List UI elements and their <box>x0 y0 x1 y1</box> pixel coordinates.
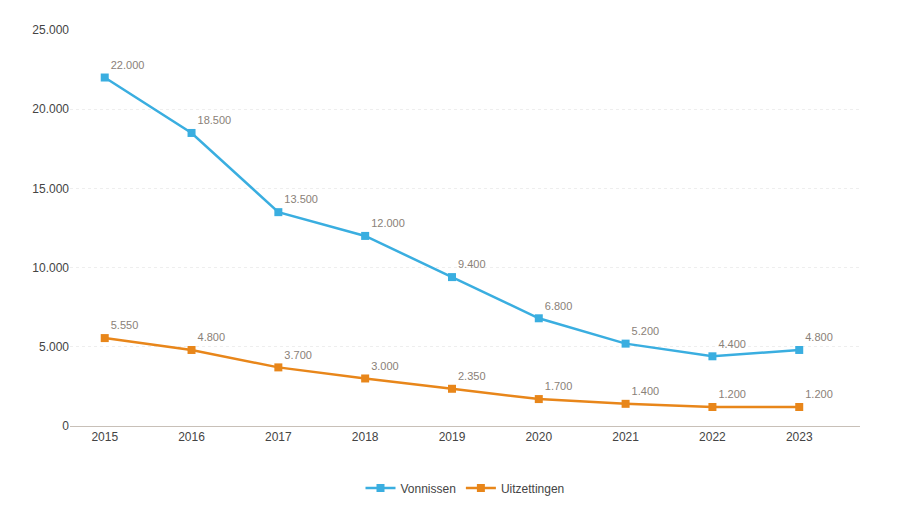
svg-text:2020: 2020 <box>525 430 552 444</box>
svg-text:5.200: 5.200 <box>632 325 660 337</box>
svg-text:1.700: 1.700 <box>545 380 573 392</box>
svg-text:2019: 2019 <box>439 430 466 444</box>
svg-text:3.000: 3.000 <box>371 360 399 372</box>
svg-text:10.000: 10.000 <box>32 261 69 275</box>
svg-text:6.800: 6.800 <box>545 300 573 312</box>
svg-text:4.800: 4.800 <box>805 331 833 343</box>
svg-text:13.500: 13.500 <box>284 193 318 205</box>
svg-text:Uitzettingen: Uitzettingen <box>501 482 564 496</box>
svg-text:1.200: 1.200 <box>805 388 833 400</box>
svg-text:2022: 2022 <box>699 430 726 444</box>
svg-text:2.350: 2.350 <box>458 370 486 382</box>
svg-text:4.400: 4.400 <box>718 338 746 350</box>
svg-text:1.200: 1.200 <box>718 388 746 400</box>
svg-text:20.000: 20.000 <box>32 102 69 116</box>
svg-text:5.550: 5.550 <box>111 319 139 331</box>
svg-text:1.400: 1.400 <box>632 385 660 397</box>
svg-text:2018: 2018 <box>352 430 379 444</box>
svg-text:2016: 2016 <box>178 430 205 444</box>
svg-text:9.400: 9.400 <box>458 258 486 270</box>
svg-text:Vonnissen: Vonnissen <box>401 482 456 496</box>
svg-text:25.000: 25.000 <box>32 23 69 37</box>
svg-text:3.700: 3.700 <box>284 349 312 361</box>
svg-text:2021: 2021 <box>612 430 639 444</box>
svg-text:18.500: 18.500 <box>198 114 232 126</box>
svg-text:2023: 2023 <box>786 430 813 444</box>
svg-text:2017: 2017 <box>265 430 292 444</box>
svg-text:12.000: 12.000 <box>371 217 405 229</box>
svg-text:15.000: 15.000 <box>32 182 69 196</box>
svg-text:0: 0 <box>62 419 69 433</box>
svg-text:5.000: 5.000 <box>39 340 69 354</box>
svg-text:2015: 2015 <box>91 430 118 444</box>
svg-text:22.000: 22.000 <box>111 59 145 71</box>
svg-text:4.800: 4.800 <box>198 331 226 343</box>
